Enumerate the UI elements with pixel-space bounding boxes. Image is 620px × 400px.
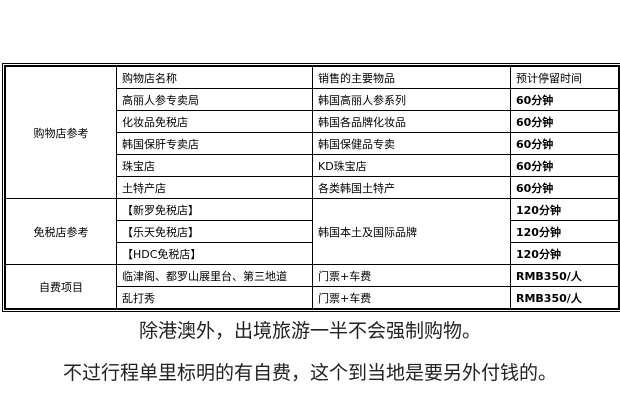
shopping-table: 购物店参考 购物店名称 销售的主要物品 预计停留时间 高丽人参专卖局 韩国高丽人… bbox=[5, 66, 619, 309]
item-cost: 门票+车费 bbox=[312, 264, 511, 287]
stay-time: 60分钟 bbox=[510, 132, 619, 155]
category-cell: 免税店参考 bbox=[5, 198, 117, 265]
shop-name: 土特产店 bbox=[116, 176, 313, 199]
stay-time: 120分钟 bbox=[510, 220, 619, 243]
shop-goods: 各类韩国土特产 bbox=[312, 176, 511, 199]
category-cell: 自费项目 bbox=[5, 264, 117, 309]
shop-goods: 韩国本土及国际品牌 bbox=[312, 198, 511, 265]
shop-name: 【新罗免税店】 bbox=[116, 198, 313, 221]
category-cell: 购物店参考 bbox=[5, 66, 117, 199]
caption-line-1: 除港澳外，出境旅游一半不会强制购物。 bbox=[138, 320, 481, 342]
shop-name: 【乐天免税店】 bbox=[116, 220, 313, 243]
shop-goods: 韩国各品牌化妆品 bbox=[312, 110, 511, 133]
table-row: 【HDC免税店】 120分钟 bbox=[6, 242, 619, 265]
table-row: 化妆品免税店 韩国各品牌化妆品 60分钟 bbox=[6, 110, 619, 133]
item-price: RMB350/人 bbox=[510, 286, 619, 309]
shop-name: 化妆品免税店 bbox=[116, 110, 313, 133]
table-row: 免税店参考 【新罗免税店】 韩国本土及国际品牌 120分钟 bbox=[5, 198, 619, 265]
stay-time: 60分钟 bbox=[510, 154, 619, 177]
shopping-table-frame: 购物店参考 购物店名称 销售的主要物品 预计停留时间 高丽人参专卖局 韩国高丽人… bbox=[2, 63, 620, 312]
shop-name: 【HDC免税店】 bbox=[116, 242, 313, 265]
header-cell: 销售的主要物品 bbox=[312, 66, 511, 89]
item-price: RMB350/人 bbox=[510, 264, 619, 287]
item-name: 乱打秀 bbox=[116, 286, 313, 309]
table-row: 乱打秀 门票+车费 RMB350/人 bbox=[6, 286, 619, 309]
shop-name: 珠宝店 bbox=[116, 154, 313, 177]
table-row: 土特产店 各类韩国土特产 60分钟 bbox=[6, 176, 619, 199]
stay-time: 60分钟 bbox=[510, 88, 619, 111]
table-row: 自费项目 临津阁、都罗山展里台、第三地道 门票+车费 RMB350/人 bbox=[5, 264, 619, 309]
header-cell: 预计停留时间 bbox=[510, 66, 619, 89]
shop-name: 高丽人参专卖局 bbox=[116, 88, 313, 111]
stay-time: 120分钟 bbox=[510, 242, 619, 265]
stay-time: 120分钟 bbox=[510, 198, 619, 221]
caption-line-2: 不过行程单里标明的有自费，这个到当地是要另外付钱的。 bbox=[62, 362, 557, 384]
item-cost: 门票+车费 bbox=[312, 286, 511, 309]
stay-time: 60分钟 bbox=[510, 110, 619, 133]
shop-goods: KD珠宝店 bbox=[312, 154, 511, 177]
table-row: 购物店参考 购物店名称 销售的主要物品 预计停留时间 bbox=[5, 66, 619, 199]
header-cell: 购物店名称 bbox=[116, 66, 313, 89]
item-name: 临津阁、都罗山展里台、第三地道 bbox=[116, 264, 313, 287]
table-row: 珠宝店 KD珠宝店 60分钟 bbox=[6, 154, 619, 177]
shop-goods: 韩国保健品专卖 bbox=[312, 132, 511, 155]
shop-goods: 韩国高丽人参系列 bbox=[312, 88, 511, 111]
stay-time: 60分钟 bbox=[510, 176, 619, 199]
shop-name: 韩国保肝专卖店 bbox=[116, 132, 313, 155]
table-row: 【乐天免税店】 120分钟 bbox=[6, 220, 619, 243]
